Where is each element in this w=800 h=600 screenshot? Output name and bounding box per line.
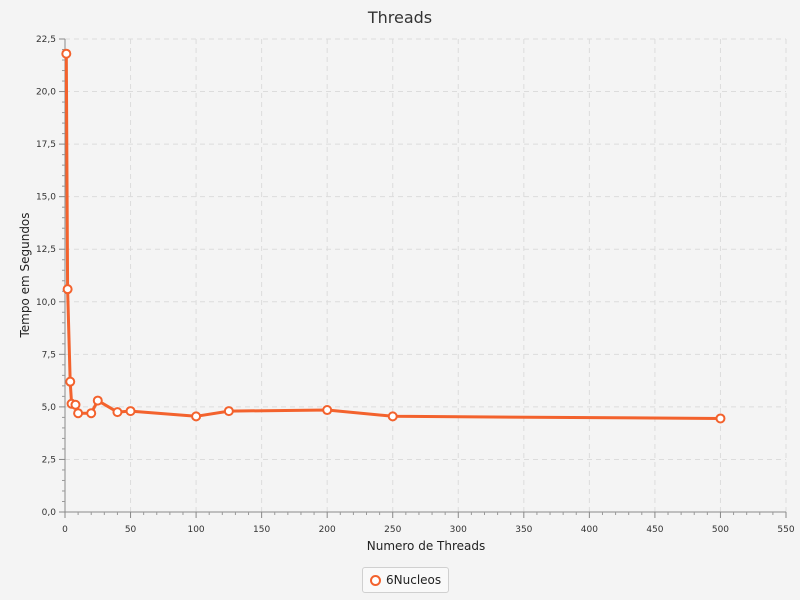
y-tick-label: 5,0 — [42, 403, 57, 413]
plot-area — [64, 38, 787, 513]
y-tick-label: 12,5 — [36, 245, 56, 255]
x-tick-label: 500 — [712, 525, 729, 535]
x-tick-label: 400 — [581, 525, 598, 535]
series-layer — [61, 48, 726, 424]
x-tick-label: 300 — [450, 525, 467, 535]
data-point — [70, 399, 81, 410]
x-tick-label: 450 — [646, 525, 663, 535]
data-point — [62, 284, 73, 295]
data-point — [73, 408, 84, 419]
data-point — [92, 395, 103, 406]
y-tick-label: 10,0 — [36, 298, 56, 308]
y-tick-label: 7,5 — [42, 350, 56, 360]
data-point — [715, 413, 726, 424]
y-tick-label: 20,0 — [36, 88, 56, 98]
legend-marker-icon — [370, 574, 381, 586]
x-tick-label: 0 — [62, 525, 68, 535]
data-point — [125, 406, 136, 417]
x-tick-label: 150 — [253, 525, 270, 535]
y-tick-label: 0,0 — [42, 508, 57, 518]
y-axis-title: Tempo em Segundos — [18, 212, 32, 338]
data-point — [191, 411, 202, 422]
y-tick-label: 2,5 — [42, 455, 56, 465]
chart-title: Threads — [367, 8, 432, 27]
data-point — [387, 411, 398, 422]
data-point — [86, 408, 97, 419]
data-point — [61, 48, 72, 59]
x-tick-label: 550 — [777, 525, 794, 535]
data-point — [65, 376, 76, 387]
x-tick-label: 250 — [384, 525, 401, 535]
x-tick-label: 100 — [187, 525, 204, 535]
data-point — [112, 407, 123, 418]
x-tick-label: 50 — [125, 525, 137, 535]
y-tick-label: 22,5 — [36, 35, 56, 45]
x-axis-title: Numero de Threads — [367, 539, 486, 553]
data-point — [223, 406, 234, 417]
x-tick-label: 350 — [515, 525, 532, 535]
y-axis-ticks: 0,0 2,5 5,0 7,5 10,0 12,5 15,0 17,5 20,0 22,5 — [36, 35, 65, 518]
plot-background — [65, 39, 786, 512]
data-point — [322, 405, 333, 416]
y-tick-label: 17,5 — [36, 140, 56, 150]
x-axis-ticks: 0 50 100 150 200 250 300 350 400 450 500 550 — [62, 512, 795, 535]
y-tick-label: 15,0 — [36, 193, 56, 203]
legend-label: 6Nucleos — [386, 573, 442, 587]
legend: 6Nucleos — [362, 567, 450, 593]
x-tick-label: 200 — [319, 525, 336, 535]
